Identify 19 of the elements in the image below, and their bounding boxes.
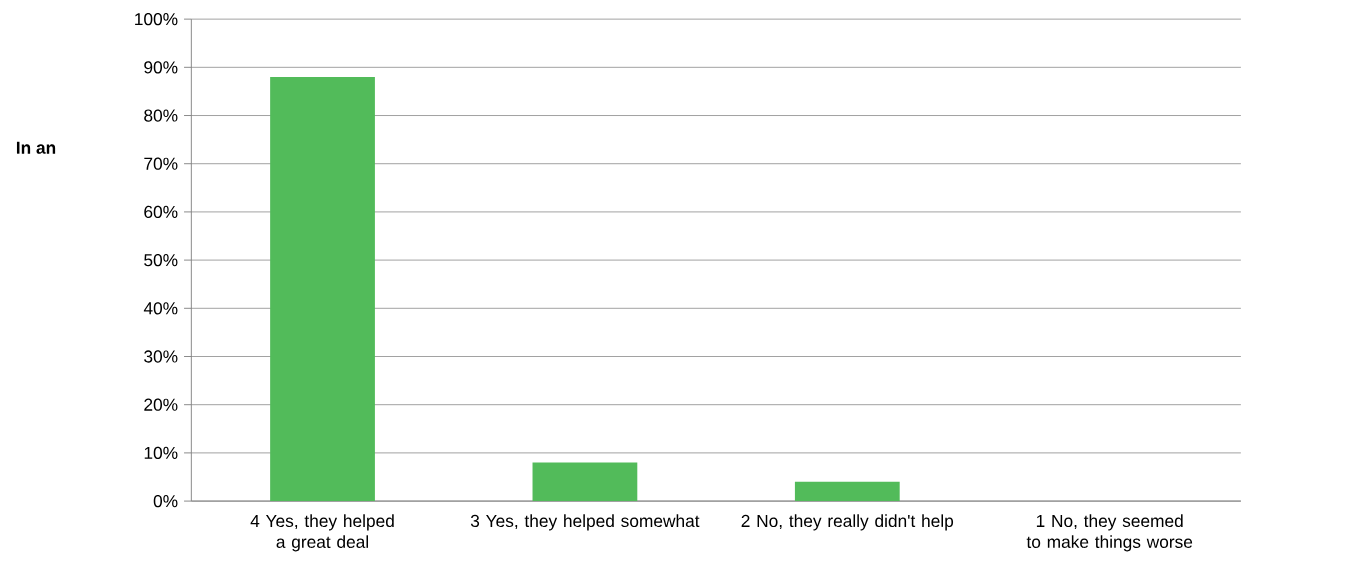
bar bbox=[532, 462, 638, 502]
y-axis-title: In an bbox=[16, 141, 56, 154]
y-tick-label: 80% bbox=[144, 109, 178, 122]
y-tick-label: 20% bbox=[144, 398, 178, 411]
y-tick-label: 50% bbox=[144, 254, 178, 267]
y-tick-label: 70% bbox=[144, 157, 178, 170]
x-tick-label: 3 Yes, they helped somewhat bbox=[470, 514, 700, 531]
y-tick-label: 30% bbox=[144, 350, 178, 363]
bar bbox=[794, 481, 900, 502]
y-tick-label: 10% bbox=[144, 446, 178, 460]
x-tick-label: 4 Yes, they helped a great deal bbox=[250, 514, 394, 552]
y-tick-label: 100% bbox=[135, 13, 178, 26]
x-tick-label: 2 No, they really didn't help bbox=[741, 514, 954, 531]
x-tick-label: 1 No, they seemed to make things worse bbox=[1026, 514, 1193, 552]
y-tick-label: 0% bbox=[153, 495, 178, 508]
y-tick-label: 90% bbox=[144, 61, 178, 74]
bar bbox=[270, 77, 375, 502]
y-tick-label: 60% bbox=[144, 205, 178, 219]
y-tick-label: 40% bbox=[143, 302, 178, 315]
